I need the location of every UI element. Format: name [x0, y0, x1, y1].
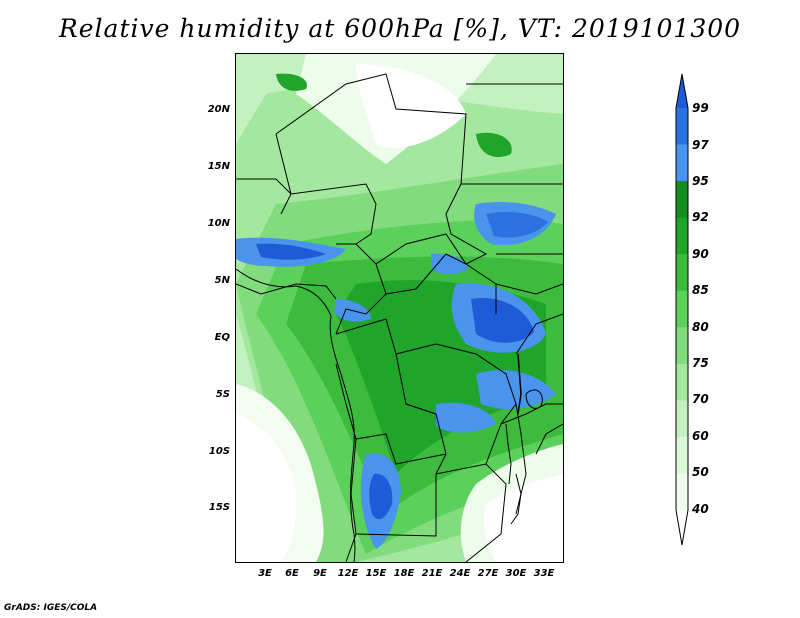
colorbar-label-75: 75: [692, 356, 709, 370]
colorbar-segment: [676, 144, 688, 182]
colorbar-label-97: 97: [692, 138, 709, 152]
lon-label-24e: 24E: [449, 568, 471, 579]
colorbar-label-50: 50: [692, 465, 709, 479]
grads-credit: GrADS: IGES/COLA: [4, 603, 98, 613]
lat-label-15n: 15N: [207, 161, 230, 172]
colorbar-segment: [676, 108, 688, 146]
colorbar: [675, 73, 689, 546]
colorbar-label-99: 99: [692, 101, 709, 115]
lat-label-5s: 5S: [215, 389, 230, 400]
colorbar-segment: [676, 436, 688, 474]
colorbar-label-92: 92: [692, 210, 709, 224]
plot-title: Relative humidity at 600hPa [%], VT: 201…: [58, 14, 742, 43]
colorbar-segment: [676, 363, 688, 401]
colorbar-segment: [676, 217, 688, 255]
lon-label-12e: 12E: [337, 568, 359, 579]
lat-label-10s: 10S: [208, 446, 230, 457]
colorbar-label-40: 40: [692, 502, 709, 516]
lon-label-27e: 27E: [477, 568, 499, 579]
humidity-map: [236, 54, 563, 562]
lat-label-15s: 15S: [208, 502, 230, 513]
colorbar-segment: [676, 290, 688, 328]
lon-label-30e: 30E: [505, 568, 527, 579]
lat-label-10n: 10N: [207, 218, 230, 229]
colorbar-label-70: 70: [692, 392, 709, 406]
lon-label-15e: 15E: [365, 568, 387, 579]
coastlines: [236, 268, 543, 562]
colorbar-label-80: 80: [692, 320, 709, 334]
colorbar-label-95: 95: [692, 174, 709, 188]
colorbar-segment: [676, 181, 688, 219]
lon-label-18e: 18E: [393, 568, 415, 579]
colorbar-segment: [676, 473, 688, 511]
colorbar-label-85: 85: [692, 283, 709, 297]
colorbar-cap-bottom: [676, 510, 688, 545]
lon-label-33e: 33E: [533, 568, 555, 579]
lat-label-20n: 20N: [207, 104, 230, 115]
lat-label-eq: EQ: [214, 332, 230, 343]
colorbar-cap-top: [676, 74, 688, 108]
colorbar-label-90: 90: [692, 247, 709, 261]
colorbar-segment: [676, 327, 688, 365]
lon-label-9e: 9E: [313, 568, 327, 579]
colorbar-segment: [676, 400, 688, 438]
lat-label-5n: 5N: [214, 275, 230, 286]
lon-label-3e: 3E: [258, 568, 272, 579]
colorbar-label-60: 60: [692, 429, 709, 443]
colorbar-segment: [676, 254, 688, 292]
lon-label-21e: 21E: [421, 568, 443, 579]
lon-label-6e: 6E: [285, 568, 299, 579]
humidity-field: [236, 54, 563, 562]
